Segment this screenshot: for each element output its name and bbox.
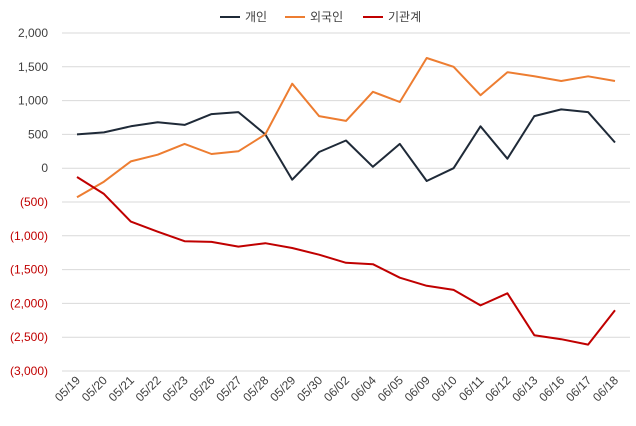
- x-tick-label: 06/13: [509, 373, 540, 404]
- x-tick-label: 06/05: [375, 373, 406, 404]
- x-tick-label: 05/30: [294, 373, 325, 404]
- x-tick-label: 06/11: [456, 373, 487, 404]
- y-tick-label: 1,500: [18, 60, 48, 74]
- y-tick-label: (3,000): [10, 364, 48, 378]
- gridlines: [62, 32, 630, 372]
- x-tick-label: 06/12: [482, 373, 513, 404]
- x-tick-label: 06/10: [429, 373, 460, 404]
- y-tick-label: 500: [28, 127, 48, 141]
- y-tick-label: (2,000): [10, 296, 48, 310]
- x-tick-label: 06/04: [348, 373, 379, 404]
- x-tick-label: 05/27: [213, 373, 244, 404]
- legend-label-2: 기관계: [388, 10, 421, 24]
- series-line-2: [76, 176, 616, 346]
- x-axis-ticks: 05/1905/2005/2105/2205/2305/2605/2705/28…: [52, 373, 621, 404]
- x-tick-label: 05/20: [79, 373, 110, 404]
- x-tick-label: 06/18: [590, 373, 621, 404]
- y-tick-label: (500): [20, 195, 48, 209]
- y-tick-label: 1,000: [18, 94, 48, 108]
- x-tick-label: 06/02: [321, 373, 352, 404]
- x-tick-label: 05/26: [186, 373, 217, 404]
- legend-label-0: 개인: [245, 10, 267, 24]
- x-tick-label: 05/19: [52, 373, 83, 404]
- x-tick-label: 05/23: [160, 373, 191, 404]
- y-tick-label: (1,500): [10, 263, 48, 277]
- x-tick-label: 05/28: [240, 373, 271, 404]
- y-tick-label: (1,000): [10, 229, 48, 243]
- y-tick-label: 0: [41, 161, 48, 175]
- x-tick-label: 05/21: [106, 373, 137, 404]
- x-tick-label: 06/09: [402, 373, 433, 404]
- y-tick-label: 2,000: [18, 26, 48, 40]
- y-axis-ticks: 2,000 1,500 1,000 500 0 (500) (1,000) (1,500) (2…: [10, 26, 48, 378]
- series-line-0: [76, 108, 616, 182]
- x-tick-label: 06/17: [563, 373, 594, 404]
- legend-label-1: 외국인: [310, 10, 343, 24]
- x-tick-label: 05/29: [267, 373, 298, 404]
- legend: 개인 외국인 기관계: [220, 10, 421, 24]
- series-lines: [76, 57, 616, 346]
- x-tick-label: 06/16: [536, 373, 567, 404]
- series-line-1: [76, 57, 616, 199]
- x-tick-label: 05/22: [133, 373, 164, 404]
- y-tick-label: (2,500): [10, 330, 48, 344]
